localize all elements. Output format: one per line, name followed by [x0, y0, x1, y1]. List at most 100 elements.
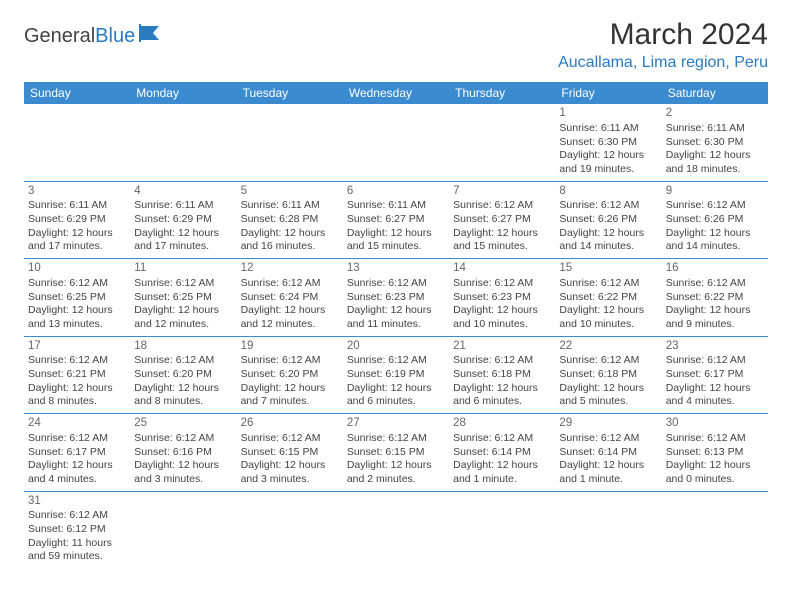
daylight-text: and 1 minute.	[559, 473, 657, 487]
day-cell	[662, 491, 768, 568]
sunrise-text: Sunrise: 6:11 AM	[241, 199, 339, 213]
day-number: 18	[134, 339, 232, 354]
logo-text-blue: Blue	[95, 25, 135, 48]
day-cell: 4Sunrise: 6:11 AMSunset: 6:29 PMDaylight…	[130, 181, 236, 259]
day-number: 24	[28, 416, 126, 431]
daylight-text: Daylight: 12 hours	[559, 227, 657, 241]
day-number: 11	[134, 261, 232, 276]
daylight-text: and 17 minutes.	[134, 240, 232, 254]
daylight-text: Daylight: 12 hours	[28, 227, 126, 241]
day-cell: 24Sunrise: 6:12 AMSunset: 6:17 PMDayligh…	[24, 414, 130, 492]
sunset-text: Sunset: 6:25 PM	[28, 291, 126, 305]
daylight-text: and 12 minutes.	[134, 318, 232, 332]
day-cell: 19Sunrise: 6:12 AMSunset: 6:20 PMDayligh…	[237, 336, 343, 414]
day-number: 21	[453, 339, 551, 354]
day-cell: 8Sunrise: 6:12 AMSunset: 6:26 PMDaylight…	[555, 181, 661, 259]
day-cell	[130, 104, 236, 181]
daylight-text: Daylight: 12 hours	[28, 304, 126, 318]
day-header: Friday	[555, 82, 661, 104]
day-cell: 26Sunrise: 6:12 AMSunset: 6:15 PMDayligh…	[237, 414, 343, 492]
day-number: 19	[241, 339, 339, 354]
daylight-text: and 19 minutes.	[559, 163, 657, 177]
sunrise-text: Sunrise: 6:12 AM	[453, 432, 551, 446]
daylight-text: and 10 minutes.	[559, 318, 657, 332]
day-cell: 28Sunrise: 6:12 AMSunset: 6:14 PMDayligh…	[449, 414, 555, 492]
sunrise-text: Sunrise: 6:12 AM	[28, 432, 126, 446]
day-number: 2	[666, 106, 764, 121]
sunrise-text: Sunrise: 6:12 AM	[559, 354, 657, 368]
day-cell: 12Sunrise: 6:12 AMSunset: 6:24 PMDayligh…	[237, 259, 343, 337]
daylight-text: Daylight: 12 hours	[134, 382, 232, 396]
day-cell	[449, 104, 555, 181]
sunrise-text: Sunrise: 6:11 AM	[559, 122, 657, 136]
day-header: Wednesday	[343, 82, 449, 104]
day-cell: 27Sunrise: 6:12 AMSunset: 6:15 PMDayligh…	[343, 414, 449, 492]
day-cell: 21Sunrise: 6:12 AMSunset: 6:18 PMDayligh…	[449, 336, 555, 414]
daylight-text: Daylight: 12 hours	[453, 304, 551, 318]
day-cell: 11Sunrise: 6:12 AMSunset: 6:25 PMDayligh…	[130, 259, 236, 337]
daylight-text: Daylight: 12 hours	[453, 459, 551, 473]
sunset-text: Sunset: 6:15 PM	[241, 446, 339, 460]
daylight-text: Daylight: 12 hours	[559, 149, 657, 163]
day-number: 22	[559, 339, 657, 354]
daylight-text: Daylight: 12 hours	[241, 227, 339, 241]
daylight-text: and 6 minutes.	[347, 395, 445, 409]
day-cell	[130, 491, 236, 568]
sunrise-text: Sunrise: 6:12 AM	[666, 432, 764, 446]
day-number: 23	[666, 339, 764, 354]
daylight-text: and 16 minutes.	[241, 240, 339, 254]
sunrise-text: Sunrise: 6:12 AM	[666, 277, 764, 291]
daylight-text: and 9 minutes.	[666, 318, 764, 332]
calendar-week-row: 1Sunrise: 6:11 AMSunset: 6:30 PMDaylight…	[24, 104, 768, 181]
daylight-text: Daylight: 12 hours	[666, 382, 764, 396]
day-cell: 13Sunrise: 6:12 AMSunset: 6:23 PMDayligh…	[343, 259, 449, 337]
sunset-text: Sunset: 6:20 PM	[134, 368, 232, 382]
daylight-text: and 6 minutes.	[453, 395, 551, 409]
sunset-text: Sunset: 6:15 PM	[347, 446, 445, 460]
sunset-text: Sunset: 6:18 PM	[453, 368, 551, 382]
sunset-text: Sunset: 6:19 PM	[347, 368, 445, 382]
day-cell	[24, 104, 130, 181]
day-header: Sunday	[24, 82, 130, 104]
day-number: 31	[28, 494, 126, 509]
day-number: 25	[134, 416, 232, 431]
daylight-text: Daylight: 12 hours	[453, 382, 551, 396]
calendar-week-row: 3Sunrise: 6:11 AMSunset: 6:29 PMDaylight…	[24, 181, 768, 259]
sunset-text: Sunset: 6:14 PM	[559, 446, 657, 460]
sunset-text: Sunset: 6:27 PM	[453, 213, 551, 227]
sunrise-text: Sunrise: 6:12 AM	[134, 354, 232, 368]
daylight-text: Daylight: 12 hours	[666, 149, 764, 163]
day-number: 5	[241, 184, 339, 199]
day-number: 17	[28, 339, 126, 354]
day-cell: 20Sunrise: 6:12 AMSunset: 6:19 PMDayligh…	[343, 336, 449, 414]
daylight-text: and 17 minutes.	[28, 240, 126, 254]
daylight-text: and 1 minute.	[453, 473, 551, 487]
sunrise-text: Sunrise: 6:11 AM	[28, 199, 126, 213]
daylight-text: Daylight: 12 hours	[666, 227, 764, 241]
day-cell: 6Sunrise: 6:11 AMSunset: 6:27 PMDaylight…	[343, 181, 449, 259]
sunrise-text: Sunrise: 6:12 AM	[559, 199, 657, 213]
day-number: 12	[241, 261, 339, 276]
day-number: 29	[559, 416, 657, 431]
daylight-text: and 15 minutes.	[453, 240, 551, 254]
daylight-text: Daylight: 11 hours	[28, 537, 126, 551]
daylight-text: and 7 minutes.	[241, 395, 339, 409]
daylight-text: and 14 minutes.	[559, 240, 657, 254]
sunset-text: Sunset: 6:24 PM	[241, 291, 339, 305]
title-block: March 2024 Aucallama, Lima region, Peru	[558, 18, 768, 78]
day-header-row: Sunday Monday Tuesday Wednesday Thursday…	[24, 82, 768, 104]
sunrise-text: Sunrise: 6:12 AM	[453, 354, 551, 368]
sunset-text: Sunset: 6:29 PM	[28, 213, 126, 227]
day-number: 27	[347, 416, 445, 431]
sunrise-text: Sunrise: 6:12 AM	[28, 277, 126, 291]
sunset-text: Sunset: 6:27 PM	[347, 213, 445, 227]
daylight-text: Daylight: 12 hours	[241, 459, 339, 473]
sunrise-text: Sunrise: 6:12 AM	[347, 277, 445, 291]
daylight-text: Daylight: 12 hours	[666, 304, 764, 318]
day-cell: 3Sunrise: 6:11 AMSunset: 6:29 PMDaylight…	[24, 181, 130, 259]
daylight-text: and 3 minutes.	[241, 473, 339, 487]
day-number: 26	[241, 416, 339, 431]
day-cell: 9Sunrise: 6:12 AMSunset: 6:26 PMDaylight…	[662, 181, 768, 259]
calendar-week-row: 10Sunrise: 6:12 AMSunset: 6:25 PMDayligh…	[24, 259, 768, 337]
daylight-text: and 4 minutes.	[666, 395, 764, 409]
